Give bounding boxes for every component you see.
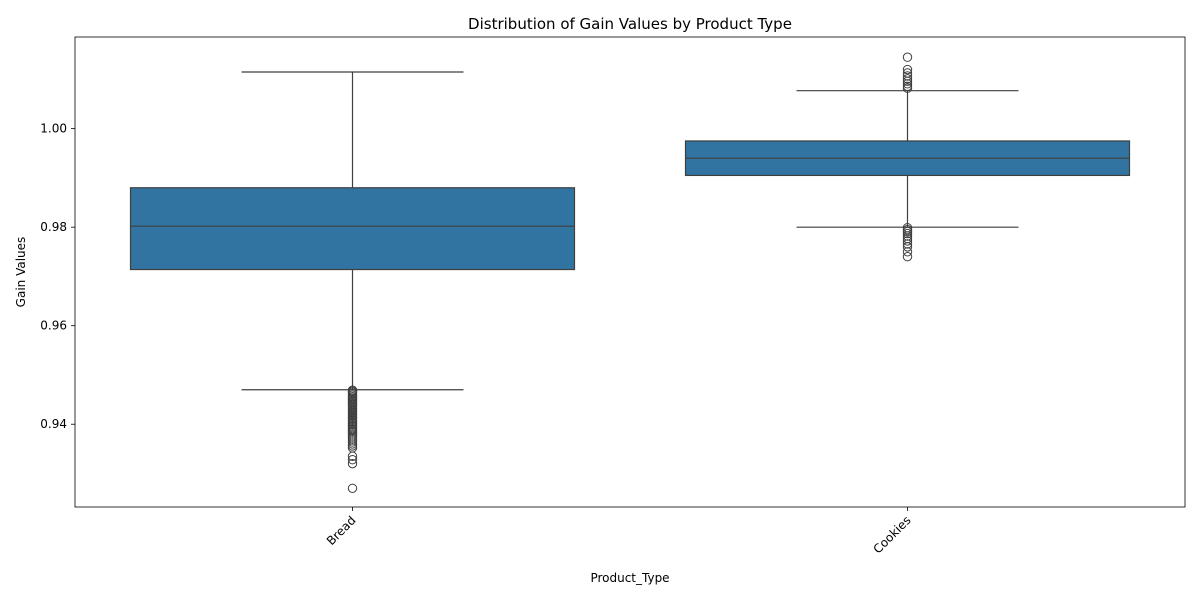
outlier-point-bread xyxy=(347,458,358,469)
outlier-point-cookies xyxy=(902,64,913,75)
axes: Bread Cookies 0.94 0.96 0.98 1.00 xyxy=(40,36,1186,556)
outlier-point-cookies xyxy=(902,231,913,241)
y-tick-label: 1.00 xyxy=(40,122,67,136)
x-tick-label-bread: Bread xyxy=(324,513,359,548)
outlier-point-cookies xyxy=(902,239,913,249)
y-tick-label: 0.98 xyxy=(40,220,67,234)
outlier-point-cookies xyxy=(902,228,913,239)
outlier-point-cookies xyxy=(902,252,913,262)
outlier-point-cookies xyxy=(902,79,913,89)
outlier-point-bread xyxy=(347,483,358,493)
plot-frame xyxy=(74,36,1186,508)
outlier-point-cookies xyxy=(902,247,913,257)
y-tick-label: 0.94 xyxy=(40,417,67,431)
outlier-point-cookies xyxy=(902,76,913,87)
y-tick-label: 0.96 xyxy=(40,319,67,333)
outlier-point-cookies xyxy=(902,83,913,93)
plot-area xyxy=(129,52,1131,493)
outlier-point-bread xyxy=(347,455,358,465)
x-axis-label: Product_Type xyxy=(590,571,669,585)
outlier-point-cookies xyxy=(902,242,913,252)
outlier-point-cookies xyxy=(902,52,913,62)
y-axis-label: Gain Values xyxy=(14,237,28,308)
outlier-point-cookies xyxy=(902,236,913,246)
box-bread xyxy=(129,187,576,271)
x-tick-label-cookies: Cookies xyxy=(870,513,913,556)
outlier-point-bread xyxy=(347,451,358,461)
outlier-point-cookies xyxy=(902,71,913,81)
chart-title: Distribution of Gain Values by Product T… xyxy=(468,15,792,33)
outlier-point-cookies xyxy=(902,74,913,84)
